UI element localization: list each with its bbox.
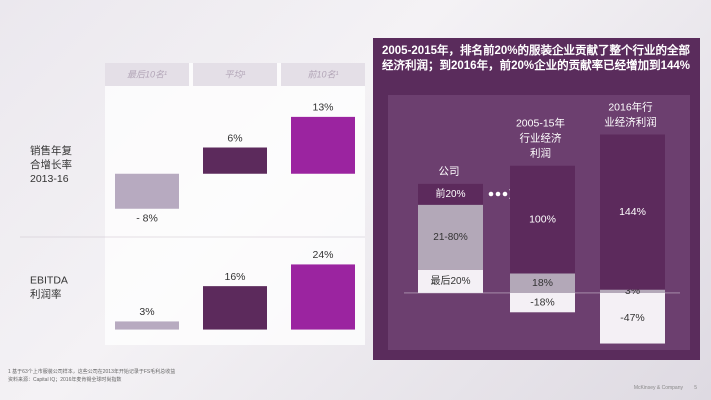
legend-swatch <box>418 204 483 270</box>
bar <box>291 116 355 174</box>
column-header: 最后10名¹ <box>127 69 167 79</box>
header-cell <box>105 63 189 86</box>
bar <box>291 264 355 330</box>
column-header: 平均¹ <box>225 69 246 79</box>
footnote: 资料来源：Capital IQ；2016年麦肯锡全球时尚指数 <box>8 377 122 383</box>
bar-segment <box>600 134 665 290</box>
bar-segment <box>600 289 665 293</box>
page-number: 5 <box>694 385 697 391</box>
row-label: 销售年复合增长率 2013-16 <box>30 144 72 185</box>
bar <box>115 321 179 330</box>
value-label: 6% <box>227 132 242 144</box>
value-label: -18% <box>530 296 555 308</box>
value-label: - 8% <box>136 213 158 225</box>
bar <box>203 286 267 330</box>
bar <box>203 147 267 174</box>
bar <box>115 173 179 209</box>
legend-label: 21-80% <box>433 232 468 243</box>
bar-segment <box>600 292 665 344</box>
bar-segment <box>510 292 575 313</box>
footer: McKinsey & Company <box>633 385 683 391</box>
footnote: 1 基于63个上市服装公司样本，这些公司在2013年开始记录于FS毛利总收益 <box>8 369 176 375</box>
legend-swatch <box>418 183 483 205</box>
value-label: 144% <box>619 206 646 218</box>
category-label: 公司 <box>439 166 460 178</box>
value-label: 13% <box>312 102 333 114</box>
legend-label: 前20% <box>435 187 465 200</box>
bar-segment <box>510 273 575 293</box>
value-label: 24% <box>312 249 333 261</box>
category-label: 2005-15年行业经济利润 <box>516 117 565 160</box>
value-label: 3% <box>139 306 154 318</box>
legend-label: 最后20% <box>430 275 470 287</box>
column-header: 前10名¹ <box>307 69 338 79</box>
right-title: 2005-2015年，排名前20%的服装企业贡献了整个行业的全部经济利润；到20… <box>382 45 691 72</box>
value-label: 16% <box>224 271 245 283</box>
legend-swatch <box>418 269 483 293</box>
value-label: 18% <box>532 277 553 289</box>
bar-segment <box>510 165 575 274</box>
category-label: 2016年行业经济利润 <box>604 100 657 128</box>
row-label: EBITDA 利润率 <box>30 274 68 300</box>
header-cell <box>281 63 365 86</box>
header-cell <box>193 63 277 86</box>
value-label: 100% <box>529 213 556 225</box>
value-label: -47% <box>620 312 645 324</box>
